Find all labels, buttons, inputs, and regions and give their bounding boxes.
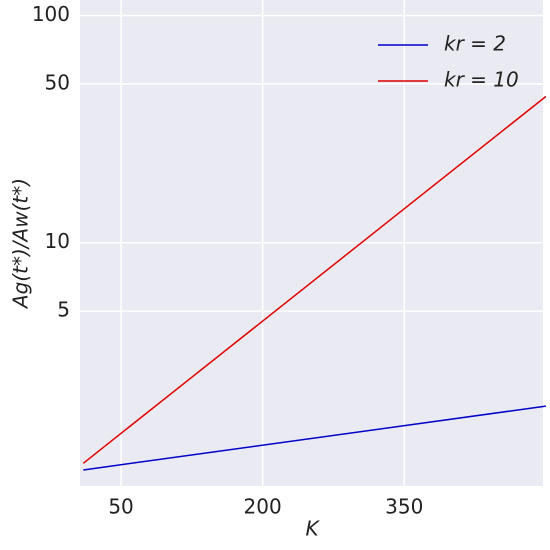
data-line [82, 95, 547, 464]
y-axis-label: Ag(t*)/Aw(t*) [9, 178, 33, 310]
legend-label: kr = 2 [444, 32, 506, 56]
y-tick-label: 10 [45, 229, 70, 253]
y-tick-label: 50 [45, 70, 70, 94]
x-tick-label: 350 [385, 495, 423, 519]
data-line [83, 405, 546, 471]
legend-label: kr = 10 [444, 68, 519, 92]
y-tick-label: 100 [32, 2, 70, 26]
x-tick-label: 200 [244, 495, 282, 519]
y-tick-label: 5 [57, 298, 70, 322]
x-axis-label: K [305, 517, 320, 541]
x-tick-label: 50 [108, 495, 133, 519]
